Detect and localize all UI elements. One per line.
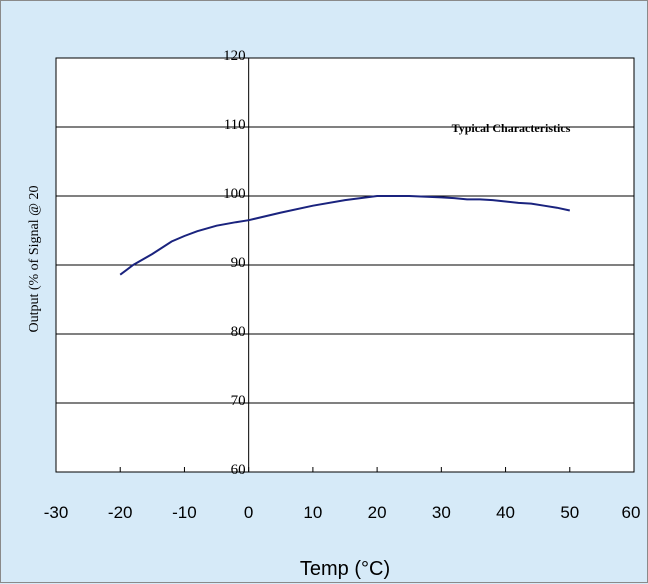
- x-tick-label: -20: [108, 503, 133, 522]
- x-tick-label: 20: [368, 503, 387, 522]
- x-tick-label: 50: [560, 503, 579, 522]
- y-tick-label: 70: [231, 393, 246, 409]
- y-tick-label: 90: [231, 255, 246, 271]
- typical-characteristics-label: Typical Characteristics: [452, 121, 571, 135]
- y-tick-label: 110: [224, 117, 246, 133]
- x-tick-label: 30: [432, 503, 451, 522]
- x-tick-label: -10: [172, 503, 197, 522]
- y-axis-label: Output (% of Signal @ 20: [27, 185, 42, 332]
- x-tick-labels: -30 -20 -10 0 10 20 30 40 50 60: [44, 467, 641, 522]
- x-tick-label: 60: [622, 503, 641, 522]
- series-line: [119, 195, 571, 276]
- y-tick-labels: 60 70 80 90 100 110 120: [223, 48, 246, 478]
- x-tick-label: 10: [303, 503, 322, 522]
- y-tick-label: 120: [223, 48, 246, 64]
- grid-lines: [56, 126, 634, 404]
- y-tick-label: 100: [223, 186, 246, 202]
- x-tick-label: -30: [44, 503, 69, 522]
- x-axis-label: Temp (°C): [300, 558, 390, 580]
- x-tick-label: 40: [496, 503, 515, 522]
- y-tick-label: 80: [231, 324, 246, 340]
- x-tick-label: 0: [244, 503, 253, 522]
- y-tick-label: 60: [231, 462, 246, 478]
